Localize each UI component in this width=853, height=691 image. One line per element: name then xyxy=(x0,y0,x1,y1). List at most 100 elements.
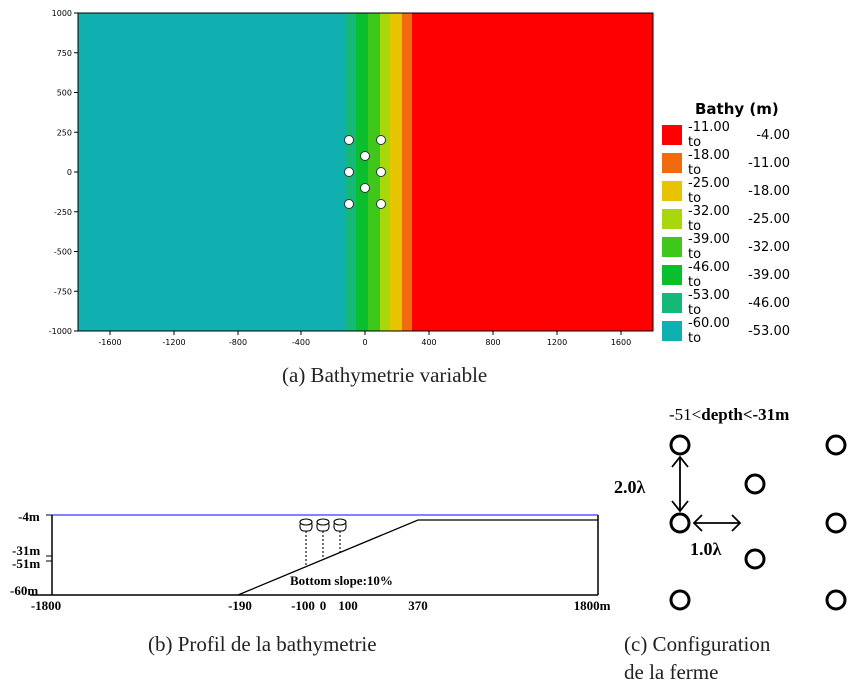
legend-from: -46.00 to xyxy=(688,260,730,290)
legend-from: -60.00 to xyxy=(688,316,730,346)
turbine-circle xyxy=(744,548,766,570)
x-label: 100 xyxy=(338,598,358,613)
depth-range-pre: -51< xyxy=(669,405,702,424)
caption-b: (b) Profil de la bathymetrie xyxy=(148,632,377,656)
band-39-32 xyxy=(368,13,380,331)
bathymetry-map: 1000 750 500 250 0 -250 -500 -750 -1000 … xyxy=(49,9,654,347)
legend-item: -11.00 to -4.00 xyxy=(662,120,790,150)
turbine-circle xyxy=(825,434,847,456)
legend-item: -32.00 to -25.00 xyxy=(662,204,790,234)
x-tick-label: -1600 xyxy=(98,338,121,347)
turbine-markers xyxy=(344,135,386,209)
x-tick-label: 1600 xyxy=(611,338,631,347)
turbine-marker xyxy=(344,167,354,177)
legend-item: -60.00 to -53.00 xyxy=(662,316,790,346)
y-tick-label: 250 xyxy=(57,128,72,137)
legend-swatch xyxy=(662,237,682,257)
legend-item: -25.00 to -18.00 xyxy=(662,176,790,206)
legend-from: -11.00 to xyxy=(688,120,730,150)
legend-swatch xyxy=(662,321,682,341)
legend-swatch xyxy=(662,181,682,201)
turbine-marker xyxy=(376,135,386,145)
map-y-axis: 1000 750 500 250 0 -250 -500 -750 -1000 xyxy=(49,9,78,336)
legend-from: -18.00 to xyxy=(688,148,730,178)
turbine-circle xyxy=(825,512,847,534)
horizontal-spacing-arrow xyxy=(692,514,742,532)
map-x-axis: -1600 -1200 -800 -400 0 400 800 1200 160… xyxy=(98,331,631,347)
vertical-spacing-arrow xyxy=(671,455,689,513)
turbine-marker xyxy=(360,151,370,161)
y-tick-label: -1000 xyxy=(49,327,72,336)
x-label: -1800 xyxy=(31,598,61,613)
depth-label: -60m xyxy=(10,583,38,598)
legend-from: -53.00 to xyxy=(688,288,730,318)
y-tick-label: -500 xyxy=(54,248,72,257)
depth-range-post: <-31m xyxy=(742,405,790,424)
turbine-circle xyxy=(669,589,691,611)
depth-label: -4m xyxy=(18,509,40,524)
band-25-18 xyxy=(390,13,402,331)
turbine-marker xyxy=(376,199,386,209)
depth-range-word: depth xyxy=(701,405,743,424)
y-tick-label: -250 xyxy=(54,208,72,217)
legend-item: -53.00 to -46.00 xyxy=(662,288,790,318)
depth-profile: -4m -31m -51m -60m -1800 -190 -100 0 100… xyxy=(10,509,611,613)
turbine-cylinder xyxy=(316,518,330,559)
turbine-marker xyxy=(360,183,370,193)
turbine-circle xyxy=(669,512,691,534)
legend-to: -18.00 xyxy=(748,183,790,199)
depth-label: -51m xyxy=(12,556,40,571)
legend-to: -39.00 xyxy=(748,267,790,283)
band-60-53 xyxy=(78,13,346,331)
x-label: -190 xyxy=(228,598,252,613)
legend-swatch xyxy=(662,125,682,145)
y-tick-label: -750 xyxy=(54,287,72,296)
legend-swatch xyxy=(662,209,682,229)
vertical-spacing-label: 2.0λ xyxy=(614,477,646,497)
x-tick-label: -400 xyxy=(292,338,310,347)
band-11-4 xyxy=(412,13,653,331)
legend-to: -46.00 xyxy=(748,295,790,311)
y-tick-label: 1000 xyxy=(52,9,72,18)
turbine-cylinder xyxy=(333,518,347,552)
turbine-circle xyxy=(744,473,766,495)
profile-labels: -4m -31m -51m -60m -1800 -190 -100 0 100… xyxy=(10,509,611,613)
x-tick-label: 800 xyxy=(485,338,500,347)
legend-from: -32.00 to xyxy=(688,204,730,234)
x-label: 370 xyxy=(408,598,428,613)
caption-c-line1: (c) Configuration xyxy=(624,632,771,656)
x-tick-label: 0 xyxy=(362,338,367,347)
turbine-circle xyxy=(669,434,691,456)
legend-item: -18.00 to -11.00 xyxy=(662,148,790,178)
legend-to: -53.00 xyxy=(748,323,790,339)
y-tick-label: 500 xyxy=(57,89,72,98)
x-label: 1800m xyxy=(574,598,611,613)
x-tick-label: -1200 xyxy=(162,338,185,347)
turbine-cylinders xyxy=(299,518,347,565)
turbine-cylinder xyxy=(299,518,313,565)
x-label: 0 xyxy=(320,598,327,613)
x-tick-label: 1200 xyxy=(547,338,567,347)
legend-to: -25.00 xyxy=(748,211,790,227)
x-tick-label: 400 xyxy=(421,338,436,347)
legend-to: -4.00 xyxy=(756,127,790,143)
band-46-39 xyxy=(356,13,368,331)
legend-item: -39.00 to -32.00 xyxy=(662,232,790,262)
turbine-marker xyxy=(344,135,354,145)
caption-c-line2: de la ferme xyxy=(624,660,719,684)
farm-configuration: 2.0λ 1.0λ xyxy=(614,434,847,611)
caption-a: (a) Bathymetrie variable xyxy=(282,363,488,387)
y-tick-label: 0 xyxy=(67,168,72,177)
horizontal-spacing-label: 1.0λ xyxy=(690,539,722,559)
legend-swatch xyxy=(662,153,682,173)
legend-to: -11.00 xyxy=(748,155,790,171)
depth-range-label: -51<depth<-31m xyxy=(669,405,789,425)
y-tick-label: 750 xyxy=(57,49,72,58)
legend-item: -46.00 to -39.00 xyxy=(662,260,790,290)
legend-title: Bathy (m) xyxy=(695,100,779,118)
farm-turbines xyxy=(669,434,847,611)
map-plot-area xyxy=(77,12,654,332)
x-tick-label: -800 xyxy=(229,338,247,347)
turbine-marker xyxy=(344,199,354,209)
turbine-marker xyxy=(376,167,386,177)
